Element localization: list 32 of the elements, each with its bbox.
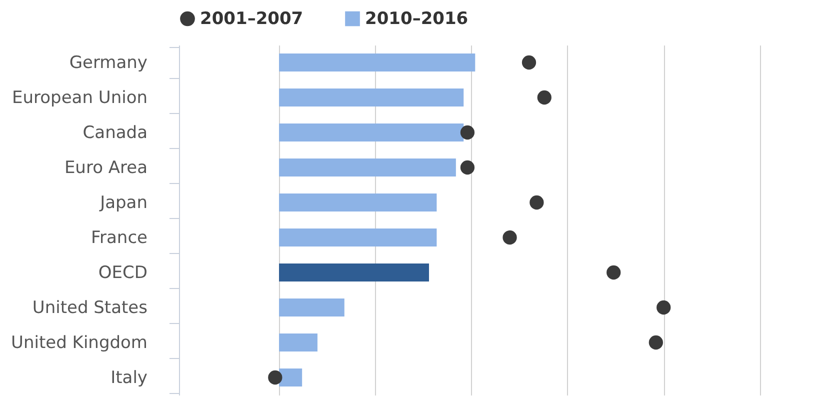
y-tick-label: United States [32, 298, 148, 318]
y-tick-label: Japan [99, 193, 148, 213]
point [268, 370, 282, 385]
point [460, 160, 475, 175]
bar [279, 88, 464, 106]
legend-label: 2010–2016 [365, 8, 468, 29]
y-tick-label: France [90, 228, 148, 248]
y-tick-label: Canada [82, 123, 148, 143]
point [460, 125, 475, 140]
y-tick-label: Italy [110, 368, 148, 388]
point [502, 230, 517, 245]
bar [279, 54, 476, 72]
point [648, 335, 663, 350]
bar [279, 228, 437, 246]
point [537, 90, 552, 105]
y-tick-label: Germany [69, 53, 148, 73]
y-tick-label: OECD [98, 263, 148, 283]
y-tick-label: United Kingdom [11, 333, 148, 353]
bar [279, 194, 437, 212]
bar [279, 158, 456, 176]
point [656, 300, 671, 315]
legend-label: 2001–2007 [200, 8, 304, 29]
bar [279, 368, 302, 386]
point [530, 195, 544, 210]
bar [279, 334, 318, 352]
y-tick-label: Euro Area [64, 158, 148, 178]
bar [279, 298, 344, 316]
point [606, 265, 621, 280]
bar [279, 264, 429, 282]
point [522, 55, 536, 70]
bar [279, 124, 464, 142]
y-tick-label: European Union [12, 88, 148, 108]
